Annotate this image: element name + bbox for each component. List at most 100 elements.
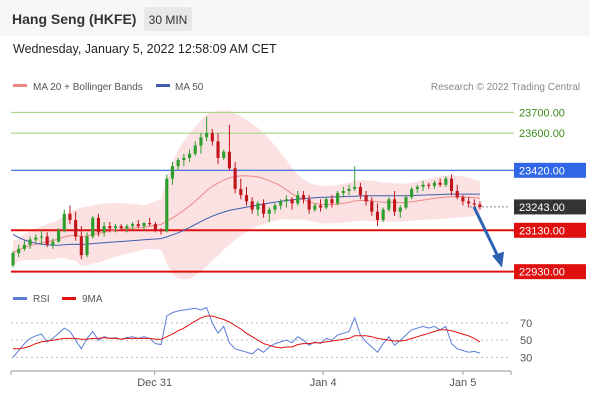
ma50-legend-label: MA 50 [175,82,204,93]
candle-body [455,191,459,198]
candle-body [262,203,266,214]
candle-body [358,186,362,196]
candle-body [398,207,402,212]
candle-body [341,191,345,194]
candle-body [56,230,61,242]
candle-body [267,209,271,214]
candle-body [330,199,334,204]
candle-body [438,182,442,185]
candle-body [273,205,277,210]
candle-body [79,236,83,256]
level-label-box-current [514,199,586,215]
candle-body [45,236,49,245]
candle-body [136,224,140,227]
candle-body [148,223,152,225]
candle-body [142,223,146,227]
x-axis-ticks: Dec 31 Jan 4 Jan 5 [10,371,512,389]
candle-body [472,203,476,205]
candle-body [307,199,311,210]
candle-body [364,195,368,202]
candle-body [296,195,300,204]
level-label-text-target: 23600.00 [519,128,565,140]
candle-body [11,253,15,266]
candle-body [159,230,163,232]
candle-body [427,184,431,186]
candle-body [176,159,180,167]
level-label-text-target: 23700.00 [519,107,565,119]
price-level-labels: 23700.00 23600.00 23420.00 23243.00 23130.00… [514,104,586,280]
candle-body [279,201,283,206]
candle-body [404,197,408,208]
candle-body [370,201,374,212]
candle-body [449,178,454,191]
candle-body [421,184,425,187]
candle-body [256,203,260,210]
ma9-legend-label: 9MA [82,294,103,305]
candle-body [393,199,397,212]
candle-body [102,226,106,233]
level-label-box-support [514,264,586,280]
candle-body [239,188,243,196]
candle-body [432,182,437,186]
forecast-arrow-shaft [472,206,502,262]
candle-body [91,217,95,237]
candle-body [284,199,288,202]
candle-body [301,195,306,200]
x-tick-label: Jan 4 [310,377,337,389]
candle-body [96,217,100,233]
level-label-text-support: 22930.00 [519,267,565,279]
x-tick-label: Dec 31 [137,377,172,389]
candle-body [182,157,186,160]
level-label-box-target [514,125,586,141]
interval-badge[interactable] [144,7,192,31]
candle-body [381,209,385,220]
rsi-panel: 70 50 30 [11,306,532,364]
price-levels [11,111,586,273]
candle-body [244,195,249,202]
candle-body [467,201,471,204]
candle-body [324,199,328,208]
level-label-box-support [514,222,586,238]
candle-body [108,226,112,229]
candle-body [415,186,419,189]
candle-body [62,213,66,231]
rsi-9ma-line [13,315,481,350]
candle-body [39,236,44,238]
candle-body [318,205,323,208]
candle-body [85,236,89,256]
candle-body [199,137,203,146]
candle-body [216,141,220,158]
rsi-line [12,306,481,358]
candle-body [461,197,465,202]
candle-body [165,178,169,232]
level-label-text-current: 23243.00 [519,202,565,214]
candle-body [119,226,123,229]
ma20-line [12,175,481,254]
candle-body [347,188,351,191]
candle-body [375,211,380,220]
candle-body [290,199,294,204]
candle-body [193,145,197,154]
ma50-line [12,193,480,246]
candle-body [336,193,340,204]
candle-body [410,188,414,198]
level-label-box-resistance [514,162,586,178]
forecast-arrow [472,206,504,268]
rsi-legend-swatch [13,297,27,300]
candle-body [28,239,32,245]
credit-label: Research © 2022 Trading Central [431,82,580,93]
candle-body [131,224,135,227]
candle-body [170,166,175,179]
ma20-legend-swatch [13,84,27,87]
rsi-tick-label: 70 [520,318,532,330]
candle-body [210,133,214,142]
datetime-label: Wednesday, January 5, 2022 12:58:09 AM C… [13,42,277,56]
candle-body [22,244,26,249]
candle-body [17,248,21,254]
candle-body [34,237,38,240]
ma9-legend-swatch [62,297,76,300]
candle-body [51,241,55,245]
rsi-tick-label: 50 [520,335,532,347]
ma20-legend-label: MA 20 + Bollinger Bands [33,82,143,93]
